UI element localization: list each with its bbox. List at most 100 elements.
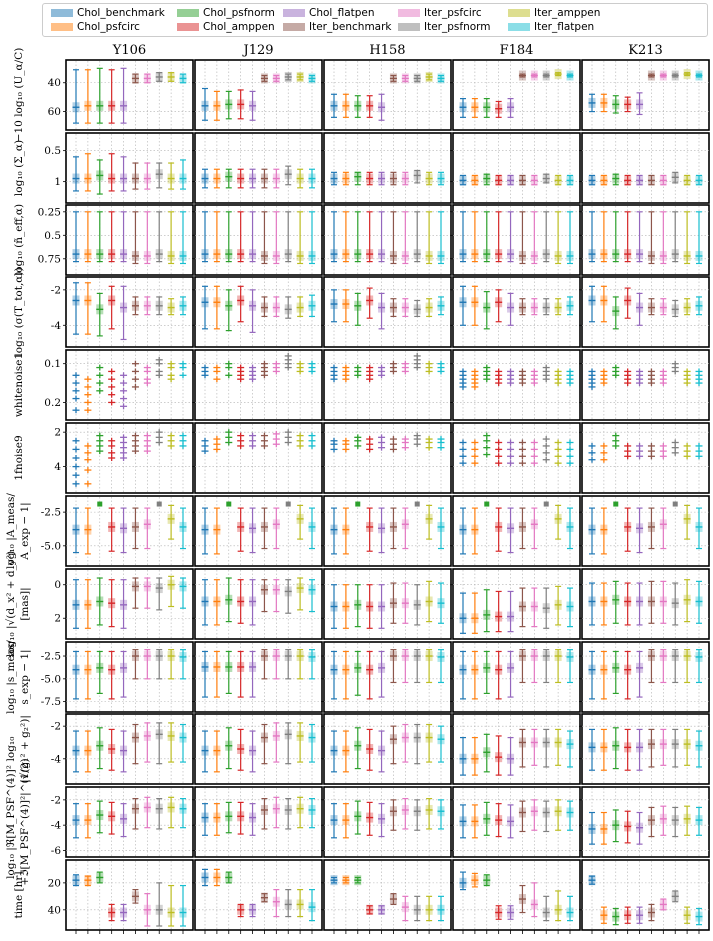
y-tick-label: 2 — [54, 613, 61, 625]
y-axis-label: log₁₀ (Σ_α) — [13, 140, 25, 196]
data-point — [97, 501, 103, 507]
panel-frame — [194, 713, 323, 785]
y-axis-label: [mas]| — [19, 587, 32, 620]
legend-item: Iter_psfnorm — [398, 21, 491, 33]
y-tick-label: 20 — [48, 877, 61, 889]
y-tick-label: 0.75 — [38, 253, 61, 265]
legend-label: Chol_flatpen — [309, 7, 375, 19]
y-tick-label: -4 — [51, 753, 62, 765]
legend-swatch — [177, 9, 199, 17]
panel-frame — [194, 132, 323, 204]
panel-frame — [581, 349, 710, 421]
panel-frame — [581, 59, 710, 131]
panel-frame — [452, 495, 581, 567]
panel-frame — [452, 349, 581, 421]
panel-frame — [581, 568, 710, 640]
y-axis-label: log₁₀ — [5, 737, 17, 762]
legend-swatch — [177, 23, 199, 31]
panel-frame — [194, 204, 323, 276]
column-title: J129 — [241, 43, 273, 58]
legend-item: Chol_psfcirc — [51, 21, 140, 33]
panel-frame — [194, 422, 323, 494]
panel-frame — [581, 786, 710, 858]
data-point — [355, 501, 361, 507]
legend-label: Iter_psfcirc — [424, 7, 482, 19]
panel-frame — [65, 859, 194, 931]
panel-frame — [323, 713, 452, 785]
y-axis-label: log₁₀ |A_meas/ — [5, 493, 18, 569]
legend-item: Chol_benchmark — [51, 7, 165, 19]
panel-frame — [452, 859, 581, 931]
legend-item: Chol_psfnorm — [177, 7, 275, 19]
y-tick-label: 60 — [48, 106, 61, 118]
column-title: Y106 — [112, 43, 146, 58]
panel-frame — [581, 859, 710, 931]
legend-label: Iter_flatpen — [534, 21, 595, 33]
column-title: K213 — [628, 43, 663, 58]
panel-frame — [65, 132, 194, 204]
panel-frame — [194, 349, 323, 421]
legend-label: Chol_psfnorm — [203, 7, 275, 19]
y-tick-label: 0.2 — [44, 397, 61, 409]
panel-frame — [452, 59, 581, 131]
legend-swatch — [51, 9, 73, 17]
panel-frame — [452, 713, 581, 785]
y-tick-label: 4 — [54, 461, 61, 473]
panel-frame — [323, 422, 452, 494]
panel-frame — [65, 422, 194, 494]
legend-label: Chol_benchmark — [77, 7, 165, 19]
legend-swatch — [283, 9, 305, 17]
panel-frame — [65, 641, 194, 713]
panel-frame — [194, 641, 323, 713]
panel-frame — [452, 204, 581, 276]
panel-frame — [194, 59, 323, 131]
data-point — [543, 501, 549, 507]
y-tick-label: -4 — [51, 820, 62, 832]
legend-swatch — [508, 23, 530, 31]
y-tick-label: -4 — [51, 320, 62, 332]
panel-frame — [194, 495, 323, 567]
panel-frame — [452, 422, 581, 494]
y-axis-label: time [hr] — [13, 871, 25, 918]
y-tick-label: -7.5 — [41, 696, 61, 708]
y-tick-label: 0.1 — [44, 358, 61, 370]
y-tick-label: 40 — [48, 904, 61, 916]
legend-item: Iter_amppen — [508, 7, 600, 19]
legend-item: Chol_flatpen — [283, 7, 375, 19]
y-tick-label: -2 — [51, 794, 61, 806]
y-tick-label: 0.5 — [44, 145, 61, 157]
y-tick-label: -2.5 — [41, 507, 61, 519]
y-tick-label: -2 — [51, 721, 61, 733]
y-tick-label: 1 — [54, 176, 61, 188]
panel-frame — [323, 204, 452, 276]
panel-frame — [323, 568, 452, 640]
panel-frame — [65, 495, 194, 567]
panel-frame — [323, 859, 452, 931]
legend-label: Chol_psfcirc — [77, 21, 140, 33]
y-axis-label: log₁₀ |s_meas/ — [5, 640, 18, 714]
panel-frame — [65, 276, 194, 348]
y-tick-label: -2 — [51, 284, 61, 296]
panel-frame — [194, 276, 323, 348]
y-axis-label: 1fnoise9 — [13, 435, 25, 480]
legend-swatch — [508, 9, 530, 17]
panel-frame — [581, 422, 710, 494]
data-point — [672, 501, 678, 507]
panel-frame — [452, 568, 581, 640]
panel-frame — [581, 495, 710, 567]
y-axis-label: whitenoise1 — [13, 353, 25, 417]
column-title: H158 — [369, 43, 405, 58]
panel-frame — [323, 641, 452, 713]
panel-frame — [65, 349, 194, 421]
panel-frame — [323, 349, 452, 421]
y-axis-label: s_exp − 1| — [19, 649, 32, 704]
y-tick-label: -2.5 — [41, 651, 61, 663]
panel-frame — [65, 59, 194, 131]
y-tick-label: -6 — [51, 845, 62, 857]
legend-item: Iter_psfcirc — [398, 7, 482, 19]
y-axis-label: log₁₀ (ñ_eff,α) — [13, 204, 25, 276]
panel-frame — [194, 859, 323, 931]
y-axis-label: A_exp − 1| — [19, 502, 32, 560]
legend-item: Iter_benchmark — [283, 21, 392, 33]
legend-label: Chol_amppen — [203, 21, 275, 33]
